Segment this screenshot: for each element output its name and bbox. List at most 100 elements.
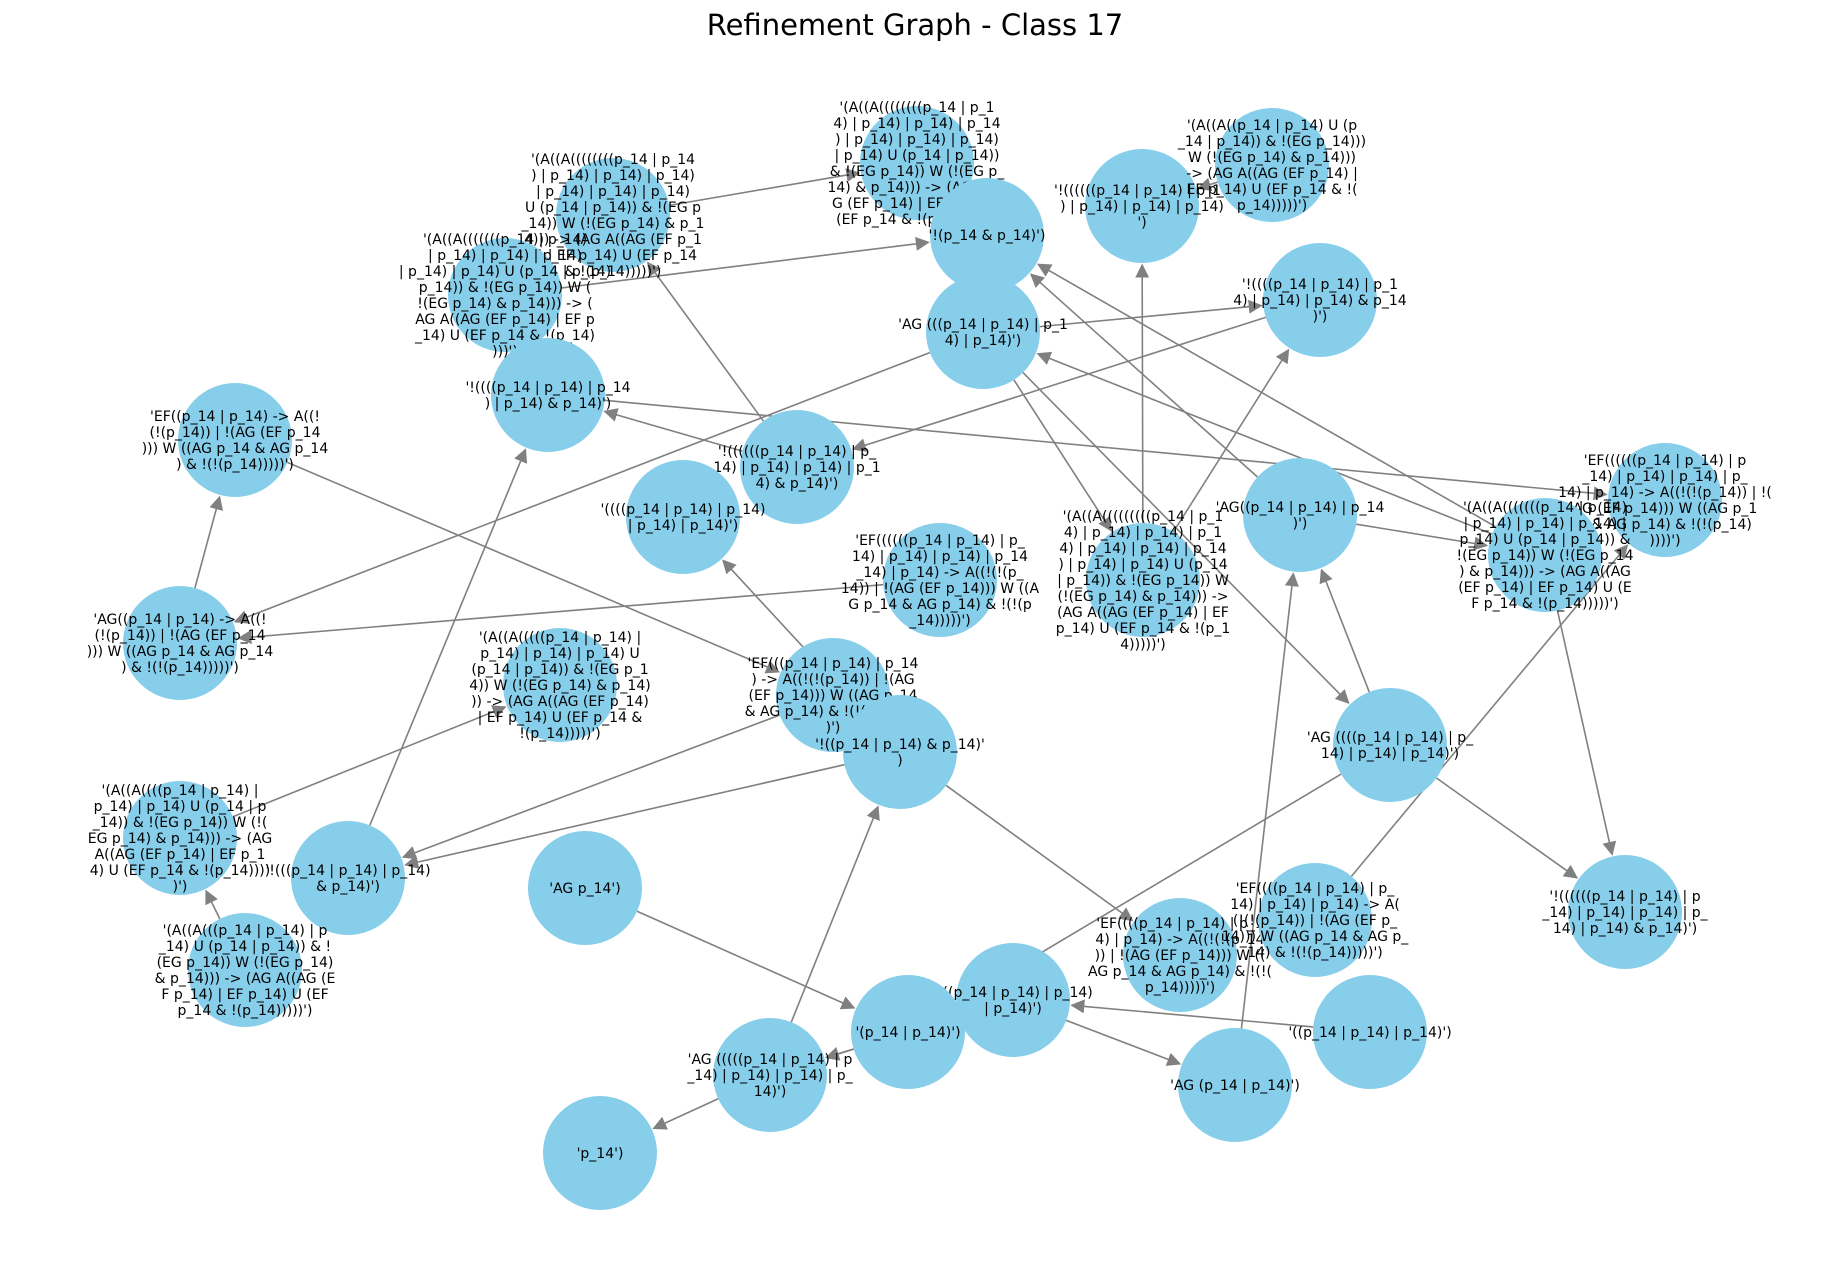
graph-node-n34[interactable]: 'AG (p_14 | p_14)'): [1170, 1028, 1300, 1142]
node-label-line: ) | p_14) | p_14) | p_14): [1060, 199, 1224, 215]
graph-node-n29[interactable]: '!((((((p_14 | p_14) | p _14) | p_14) | p…: [1541, 855, 1709, 969]
graph-node-n28[interactable]: 'EF((((p_14 | p_14) | p_ 14) | p_14) | p_…: [1222, 863, 1410, 977]
node-label-line: '(A((A((((p_14 | p_14) |: [102, 783, 259, 799]
edge-n13-n2: [1029, 273, 1259, 478]
node-circle: [860, 106, 974, 220]
graph-node-n13[interactable]: 'AG((p_14 | p_14) | p_14)'): [1216, 458, 1385, 572]
graph-node-n5[interactable]: '!((((p_14 | p_14) | p_1 4) | p_14) | p_1…: [1233, 243, 1407, 357]
edge-n22-n13: [1319, 568, 1370, 693]
node-circle: [123, 586, 237, 700]
node-label-line: & p_14)'): [316, 879, 380, 895]
node-circle: [713, 1018, 827, 1132]
node-label-line: _14 | p_14)) & !(EG p_14))): [1177, 134, 1366, 150]
node-label-line: (!(!(p_14)) | !(AG (EF p_: [1233, 913, 1398, 929]
node-label-line: 'AG((p_14 | p_14) | p_14: [1216, 500, 1385, 516]
node-label-line: ): [897, 753, 902, 769]
node-label-line: 'AG (((p_14 | p_14) | p_1: [898, 317, 1068, 333]
node-label-line: 14) | p_14) -> A((!(!(p_14)) | !(: [1558, 485, 1772, 501]
node-label: 'AG (p_14 | p_14)'): [1170, 1078, 1300, 1094]
node-circle: [1263, 243, 1377, 357]
graph-node-n9[interactable]: 'AG (((p_14 | p_14) | p_1 4) | p_14)'): [898, 275, 1068, 389]
graph-node-n27[interactable]: 'EF((((p_14 | p_14) | p_1 4) | p_14) -> A…: [1088, 898, 1272, 1012]
node-circle: [1085, 149, 1199, 263]
node-circle: [1488, 498, 1602, 612]
graph-node-n32[interactable]: '((p_14 | p_14) | p_14)'): [1288, 975, 1452, 1089]
node-label-line: p_14) U (p_14 | p_14)) &: [1459, 532, 1630, 548]
node-circle: [626, 460, 740, 574]
node-label-line: 14) | p_14) | p_14) | p_1: [713, 460, 880, 476]
node-label-line: !(p_14)))))'): [519, 726, 600, 742]
edge-n21-n24: [404, 763, 845, 869]
graph-node-n22[interactable]: 'AG ((((p_14 | p_14) | p_ 14) | p_14) | p…: [1307, 688, 1474, 802]
graph-node-n12[interactable]: '((((p_14 | p_14) | p_14) | p_14) | p_14)…: [601, 460, 766, 574]
node-label-line: ))) W ((AG p_14 & AG p_14: [87, 644, 274, 660]
node-label-line: F p_14) | EF p_14) U (EF: [161, 987, 328, 1003]
graph-node-n6[interactable]: '(A((A((((((((p_14 | p_14) | p_14) | p_1…: [521, 152, 705, 280]
node-label-line: EG p_14) & p_14))) -> (AG: [88, 831, 273, 847]
node-label-line: 14) | p_14) | p_14) -> A(: [1230, 897, 1400, 913]
node-circle: [1608, 443, 1722, 557]
node-label-line: ) -> A((!(!(p_14)) | !(AG: [751, 672, 914, 688]
node-label-line: '(A((A(((((((p_14 | p_14): [1463, 500, 1627, 516]
node-circle: [528, 831, 642, 945]
node-circle: [843, 695, 957, 809]
node-label-line: )'): [173, 879, 188, 895]
edge-n6-n1: [669, 168, 861, 207]
node-label: 'EF((((p_14 | p_14) | p_1 4) | p_14) -> A…: [1088, 916, 1272, 996]
graph-node-n15[interactable]: '(A((A(((((((((p_14 | p_1 4) | p_14) | p_…: [1056, 509, 1231, 653]
graph-node-n30[interactable]: '(((p_14 | p_14) | p_14) | p_14)'): [933, 943, 1093, 1057]
edge-n15-n5: [1172, 348, 1290, 533]
node-label-line: _14) | p_14) | p_14) | p_: [1581, 469, 1748, 485]
node-label-line: '((p_14 | p_14) | p_14)'): [1288, 1025, 1451, 1041]
graph-node-n2[interactable]: '!(p_14 & p_14)'): [929, 178, 1046, 292]
node-label-line: | p_14) | p_14) U (p_14 | p_14): [399, 264, 611, 280]
graph-node-n25[interactable]: '(A((A(((p_14 | p_14) | p _14) U (p_14 | …: [155, 913, 336, 1027]
node-label-line: AG A((AG (EF p_14) | EF p: [415, 312, 595, 328]
node-label-line: p_14)) & !(EG p_14)) W (: [419, 280, 592, 296]
graph-node-n26[interactable]: 'AG p_14'): [528, 831, 642, 945]
graph-node-n31[interactable]: '(p_14 | p_14)'): [851, 975, 965, 1089]
node-label-line: & !(p_14)))))'): [565, 264, 662, 280]
graph-node-n18[interactable]: 'AG((p_14 | p_14) -> A((! (!(p_14)) | !(A…: [87, 586, 274, 700]
edge-n13-n17: [1356, 523, 1489, 551]
node-label-line: EF p_14) U (EF p_14 & !(: [1186, 182, 1357, 198]
edge-n9-n22: [1022, 372, 1350, 704]
node-label-line: )'): [1313, 309, 1328, 325]
graph-node-n7[interactable]: '(A((A(((((((p_14 | p_14) | p_14) | p_14)…: [399, 232, 611, 360]
node-circle: [930, 178, 1044, 292]
node-label-line: (EF p_14) | EF p_14) U (E: [1458, 580, 1632, 596]
node-label-line: W (!(EG p_14) & p_14))): [1188, 150, 1356, 166]
edge-n31-n33: [824, 1047, 854, 1061]
graph-node-n21[interactable]: '!((p_14 | p_14) & p_14)'): [815, 695, 985, 809]
node-label-line: ) | p_14) | p_14) U (p_14: [1058, 557, 1227, 573]
node-label-line: 'EF((((((p_14 | p_14) | p_: [855, 533, 1026, 549]
graph-title: Refinement Graph - Class 17: [706, 8, 1124, 42]
graph-node-n24[interactable]: '!(((p_14 | p_14) | p_14) & p_14)'): [265, 821, 431, 935]
node-circle: [1123, 898, 1237, 1012]
node-circle: [1086, 523, 1200, 637]
graph-node-n23[interactable]: '(A((A((((p_14 | p_14) | p_14) | p_14) U …: [88, 781, 273, 895]
graph-node-n11[interactable]: '!((((((p_14 | p_14) | p_ 14) | p_14) | p…: [713, 410, 881, 524]
edge-n17-n2: [1036, 263, 1496, 528]
node-label-line: 14) | p_14) | p_14) | p_14: [852, 549, 1028, 565]
graph-node-n16[interactable]: 'EF((((((p_14 | p_14) | p _14) | p_14) | …: [1558, 443, 1772, 557]
node-label-line: )) | !(AG (EF p_14))) W ((: [1095, 948, 1266, 964]
node-circle: [883, 523, 997, 637]
node-label-line: 14)'): [754, 1084, 787, 1100]
graph-node-n35[interactable]: 'p_14'): [543, 1096, 657, 1210]
edge-n4-n3: [1196, 177, 1218, 192]
graph-node-n3[interactable]: '!((((((p_14 | p_14) | p_14) | p_14) | p…: [1054, 149, 1230, 263]
graph-node-n8[interactable]: '!((((p_14 | p_14) | p_14) | p_14) & p_1…: [465, 338, 631, 452]
graph-node-n19[interactable]: '(A((A(((((p_14 | p_14) | p_14) | p_14) |…: [469, 628, 651, 742]
graph-node-n10[interactable]: 'EF((p_14 | p_14) -> A((! (!(p_14)) | !(A…: [142, 383, 329, 497]
node-label: 'EF((((((p_14 | p_14) | p_14) | p_14) | …: [841, 533, 1040, 629]
edge-n17-n9: [1036, 351, 1493, 535]
graph-node-n17[interactable]: '(A((A(((((((p_14 | p_14) | p_14) | p_14)…: [1457, 498, 1634, 612]
node-label-line: (EG p_14)) W (!(EG p_14): [157, 955, 334, 971]
edge-n26-n31: [636, 910, 856, 1010]
graph-node-n14[interactable]: 'EF((((((p_14 | p_14) | p_ 14) | p_14) | …: [841, 523, 1040, 637]
graph-node-n4[interactable]: '(A((A((p_14 | p_14) U (p _14 | p_14)) & …: [1177, 108, 1366, 222]
graph-node-n33[interactable]: 'AG (((((p_14 | p_14) | p _14) | p_14) | …: [686, 1018, 854, 1132]
node-label-line: AG (EF p_14))) W ((AG p_1: [1573, 501, 1758, 517]
